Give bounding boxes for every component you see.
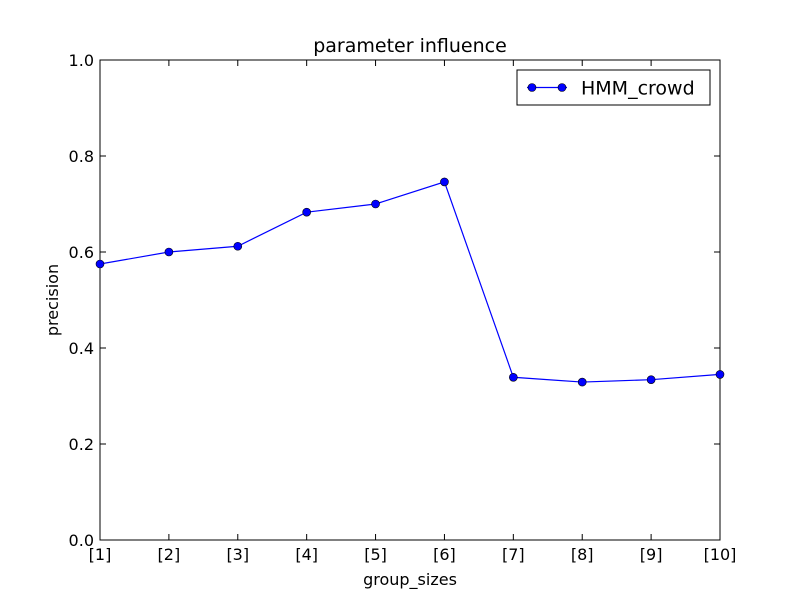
data-point <box>302 207 311 217</box>
x-tick-label: [8] <box>571 545 594 564</box>
data-point <box>509 372 518 382</box>
legend-box <box>516 69 711 106</box>
y-tick-label: 0.0 <box>69 531 94 550</box>
data-point <box>233 241 243 251</box>
x-tick-label: [6] <box>433 545 456 564</box>
data-point <box>715 370 725 379</box>
x-tick-label: [2] <box>158 545 181 564</box>
legend: HMM_crowd <box>516 69 711 106</box>
legend-marker <box>527 83 537 92</box>
y-tick-label: 0.8 <box>69 147 94 166</box>
plot-frame <box>99 59 721 541</box>
y-tick-label: 0.2 <box>69 435 94 454</box>
data-point <box>440 177 449 187</box>
x-tick-label: [10] <box>704 545 737 564</box>
x-tick-label: [7] <box>502 545 525 564</box>
x-tick-label: [4] <box>295 545 318 564</box>
x-tick-label: [1] <box>89 545 112 564</box>
x-tick-label: [3] <box>226 545 249 564</box>
y-tick-label: 0.6 <box>69 243 94 262</box>
y-tick-label: 1.0 <box>69 51 94 70</box>
chart-title: parameter influence <box>313 35 507 57</box>
x-tick-label: [9] <box>640 545 663 564</box>
data-point <box>95 259 105 269</box>
y-tick-label: 0.4 <box>69 339 94 358</box>
data-point <box>164 247 174 257</box>
data-point <box>646 375 656 384</box>
data-point <box>577 377 587 387</box>
legend-label: HMM_crowd <box>581 78 695 100</box>
data-point <box>371 199 380 209</box>
x-axis-label: group_sizes <box>363 570 457 590</box>
series-line-0 <box>99 181 721 383</box>
x-tick-label: [5] <box>364 545 387 564</box>
y-axis-label: precision <box>43 264 62 336</box>
legend-marker <box>557 83 567 92</box>
plot-area: 0.0 0.2 0.4 0.6 0.8 1.0 [1] [2] [3] [4] [5] [6] [7] [… <box>69 51 737 564</box>
